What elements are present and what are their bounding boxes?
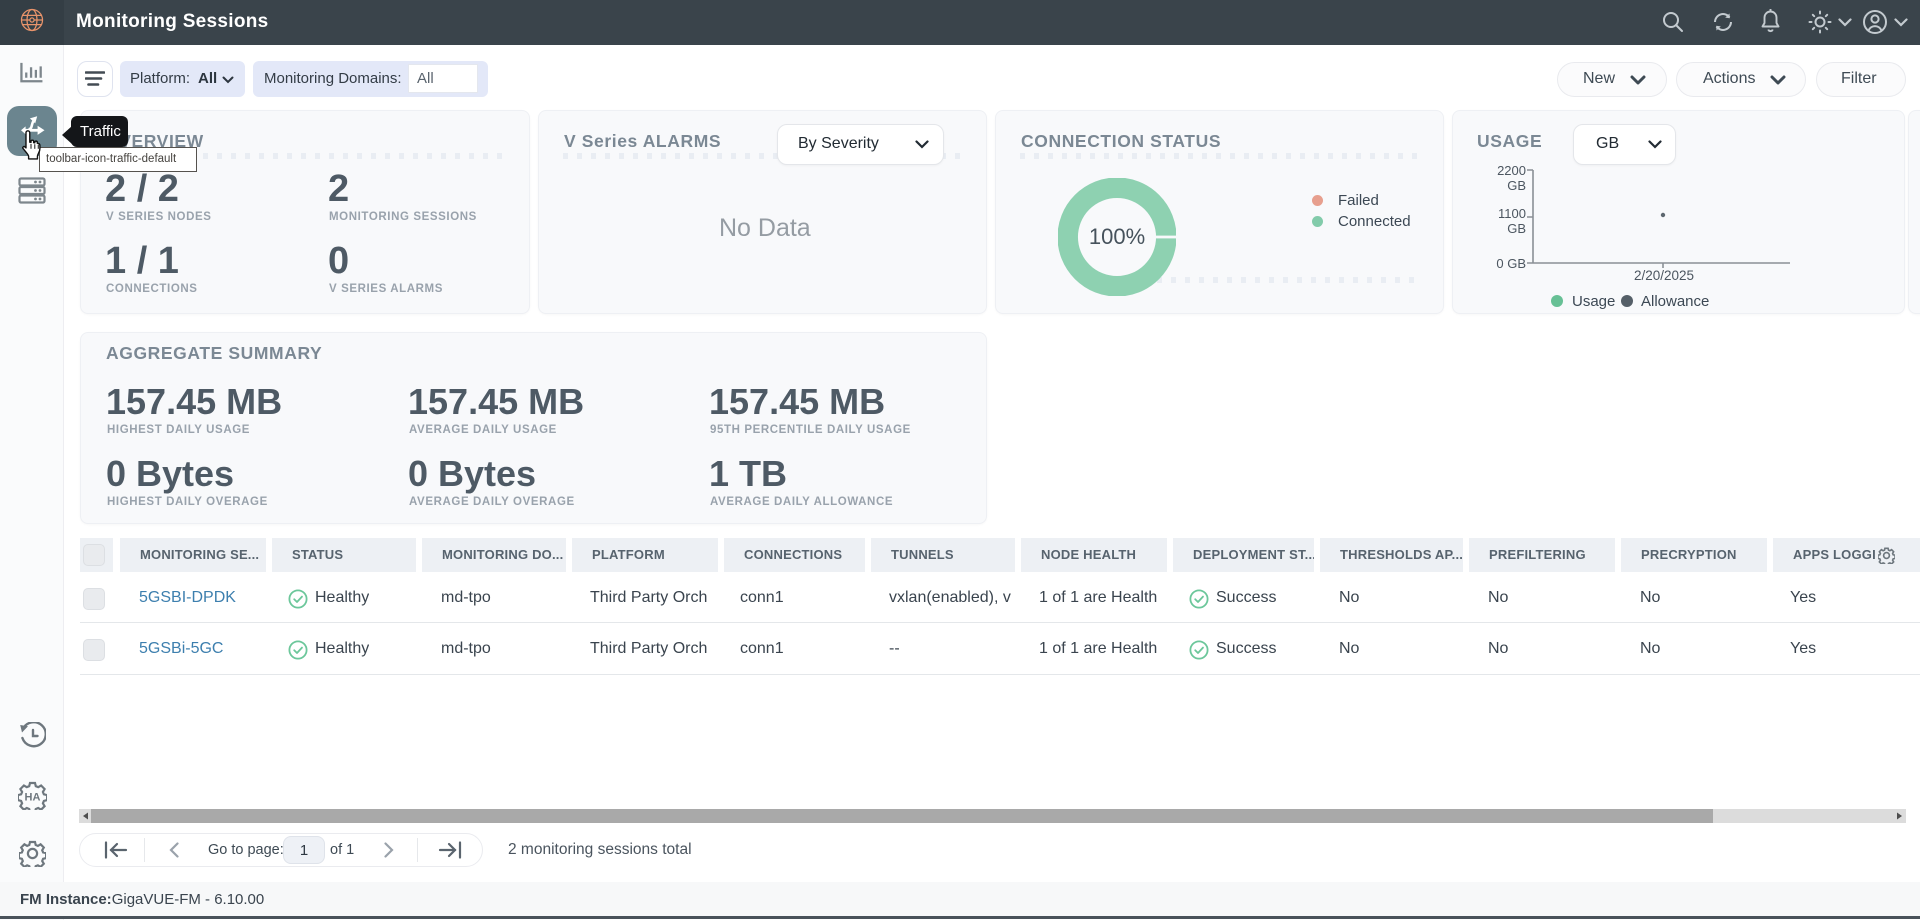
svg-text:HA: HA [25, 792, 41, 804]
